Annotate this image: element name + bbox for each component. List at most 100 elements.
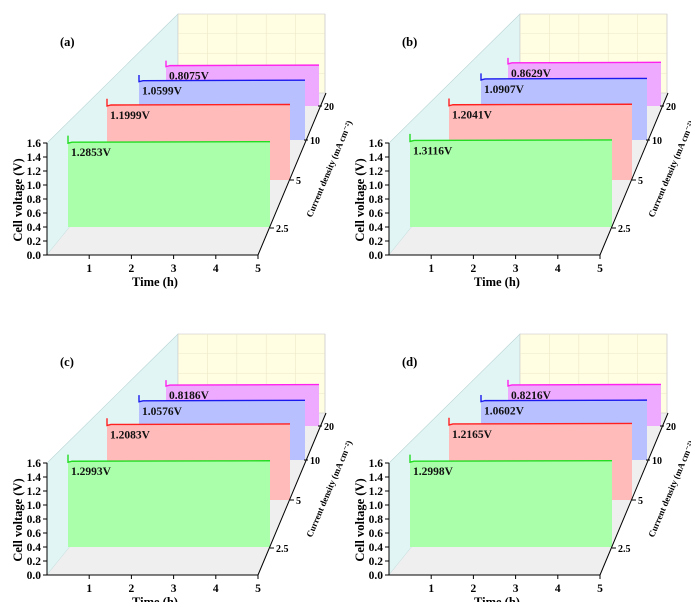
series-line-10 bbox=[480, 395, 648, 403]
x-tick-label: 2 bbox=[129, 583, 135, 595]
x-tick-label: 1 bbox=[428, 583, 434, 595]
y-tick-label: 0.8 bbox=[369, 514, 384, 526]
z-tick-label: 2.5 bbox=[276, 544, 289, 555]
y-tick-label: 0.4 bbox=[27, 222, 42, 234]
y-tick-label: 0.2 bbox=[369, 556, 384, 568]
y-axis-title: Cell voltage (V) bbox=[353, 478, 367, 561]
series-line-20 bbox=[165, 380, 320, 387]
series-value-label: 0.8629V bbox=[511, 68, 552, 80]
series-line-2.5 bbox=[409, 133, 613, 143]
x-tick-label: 4 bbox=[213, 583, 219, 595]
series-value-label: 0.8075V bbox=[169, 71, 210, 83]
x-tick-label: 5 bbox=[597, 583, 603, 595]
series-line-5 bbox=[448, 98, 633, 107]
x-axis-title: Time (h) bbox=[474, 595, 520, 602]
series-value-label: 0.8186V bbox=[169, 390, 210, 402]
z-axis-line bbox=[257, 412, 327, 576]
series-value-label: 1.0599V bbox=[142, 86, 183, 98]
y-tick-label: 0.0 bbox=[27, 570, 42, 582]
series-area-2.5 bbox=[410, 140, 612, 227]
y-tick-label: 0.4 bbox=[369, 542, 384, 554]
y-tick-label: 1.0 bbox=[27, 180, 42, 192]
z-tick-label: 5 bbox=[296, 176, 301, 187]
series-line-20 bbox=[165, 60, 320, 68]
y-tick-label: 1.6 bbox=[369, 138, 384, 150]
series-value-label: 1.2083V bbox=[110, 429, 151, 441]
z-axis-line bbox=[599, 92, 669, 256]
series-value-label: 1.2853V bbox=[71, 147, 112, 159]
y-tick-label: 1.4 bbox=[369, 152, 384, 164]
chart-panel-a: 0.8075V 1.0599V 1.1999V 1.2853V 0.0 0.2 0.4 0.6… bbox=[11, 13, 354, 289]
panel-label: (c) bbox=[60, 355, 74, 369]
series-line-10 bbox=[138, 395, 306, 403]
x-tick-label: 5 bbox=[255, 583, 261, 595]
x-tick-label: 5 bbox=[255, 263, 261, 275]
z-tick-label: 2.5 bbox=[618, 544, 631, 555]
series-value-label: 1.0602V bbox=[484, 406, 525, 418]
y-tick-label: 1.6 bbox=[369, 458, 384, 470]
y-tick-label: 1.6 bbox=[27, 458, 42, 470]
z-axis-line bbox=[257, 92, 327, 256]
z-tick-label: 5 bbox=[638, 176, 643, 187]
z-axis-line bbox=[599, 412, 669, 576]
x-tick-label: 2 bbox=[129, 263, 135, 275]
series-line-2.5 bbox=[67, 135, 271, 145]
z-tick-label: 5 bbox=[296, 496, 301, 507]
series-value-label: 1.0907V bbox=[484, 84, 525, 96]
z-tick-label: 20 bbox=[324, 102, 334, 113]
x-tick-label: 2 bbox=[471, 583, 477, 595]
series-value-label: 0.8216V bbox=[511, 390, 552, 402]
series-line-5 bbox=[106, 98, 291, 107]
series-value-label: 1.0576V bbox=[142, 406, 183, 418]
y-tick-label: 1.4 bbox=[27, 152, 42, 164]
y-tick-label: 0.8 bbox=[369, 194, 384, 206]
x-tick-label: 4 bbox=[555, 583, 561, 595]
chart-panel-d: 0.8216V 1.0602V 1.2165V 1.2998V 0.0 0.2 0.4 0.6… bbox=[353, 333, 691, 602]
y-tick-label: 0.0 bbox=[369, 250, 384, 262]
z-tick-label: 20 bbox=[666, 422, 676, 433]
y-tick-label: 0.6 bbox=[27, 528, 42, 540]
z-tick-label: 2.5 bbox=[618, 224, 631, 235]
series-line-20 bbox=[507, 57, 662, 65]
y-tick-label: 1.2 bbox=[27, 166, 42, 178]
panel-label: (d) bbox=[402, 355, 417, 369]
x-tick-label: 1 bbox=[428, 263, 434, 275]
y-tick-label: 1.2 bbox=[369, 486, 384, 498]
y-tick-label: 0.0 bbox=[369, 570, 384, 582]
series-line-5 bbox=[106, 418, 291, 427]
y-tick-label: 0.8 bbox=[27, 194, 42, 206]
z-tick-label: 10 bbox=[310, 456, 320, 467]
y-axis-title: Cell voltage (V) bbox=[353, 158, 367, 241]
y-tick-label: 0.6 bbox=[369, 208, 384, 220]
x-tick-label: 3 bbox=[171, 583, 177, 595]
series-line-2.5 bbox=[67, 454, 271, 464]
x-tick-label: 4 bbox=[555, 263, 561, 275]
x-tick-label: 1 bbox=[86, 583, 92, 595]
y-axis-title: Cell voltage (V) bbox=[11, 158, 25, 241]
x-tick-label: 3 bbox=[171, 263, 177, 275]
y-tick-label: 0.4 bbox=[27, 542, 42, 554]
z-axis-title: Current density (mA cm⁻²) bbox=[304, 119, 354, 219]
y-tick-label: 1.0 bbox=[369, 500, 384, 512]
y-tick-label: 1.2 bbox=[27, 486, 42, 498]
z-tick-label: 5 bbox=[638, 496, 643, 507]
y-tick-label: 0.2 bbox=[369, 236, 384, 248]
y-tick-label: 1.2 bbox=[369, 166, 384, 178]
z-axis-title: Current density (mA cm⁻²) bbox=[646, 439, 691, 539]
series-line-10 bbox=[480, 73, 648, 81]
y-tick-label: 0.6 bbox=[369, 528, 384, 540]
z-tick-label: 2.5 bbox=[276, 224, 289, 235]
y-tick-label: 1.0 bbox=[369, 180, 384, 192]
chart-panel-c: 0.8186V 1.0576V 1.2083V 1.2993V 0.0 0.2 0.4 0.6… bbox=[11, 333, 354, 602]
x-tick-label: 4 bbox=[213, 263, 219, 275]
y-tick-label: 1.6 bbox=[27, 138, 42, 150]
series-line-2.5 bbox=[409, 454, 613, 464]
z-tick-label: 20 bbox=[324, 422, 334, 433]
chart-panel-b: 0.8629V 1.0907V 1.2041V 1.3116V 0.0 0.2 0.4 0.6… bbox=[353, 13, 691, 289]
series-area-2.5 bbox=[68, 461, 270, 547]
y-tick-label: 0.8 bbox=[27, 514, 42, 526]
panel-label: (a) bbox=[60, 35, 75, 49]
y-tick-label: 0.4 bbox=[369, 222, 384, 234]
series-line-20 bbox=[507, 379, 662, 387]
